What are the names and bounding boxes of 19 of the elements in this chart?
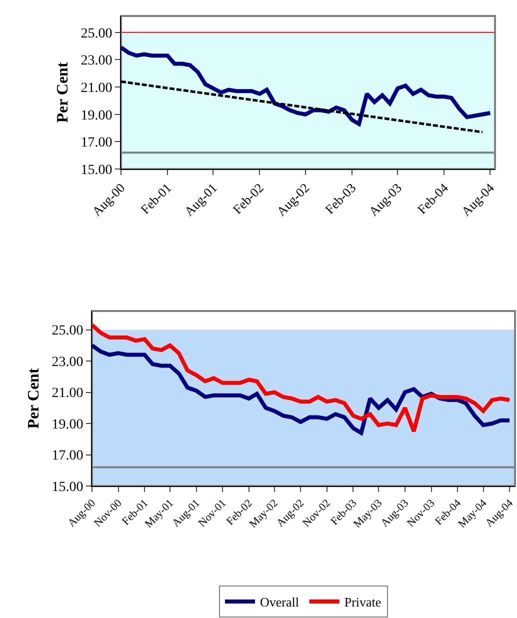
line-series — [121, 45, 492, 126]
y-tick-label: 15.00 — [80, 162, 112, 178]
line-series — [92, 323, 512, 434]
y-tick-label: 25.00 — [80, 26, 112, 42]
y-tick-label: 21.00 — [80, 80, 112, 96]
y-tick-label: 17.00 — [52, 448, 84, 464]
y-tick-label: 19.00 — [52, 417, 84, 432]
y-tick-label: 23.00 — [52, 354, 84, 370]
y-tick-label: 17.00 — [80, 136, 112, 151]
line-series — [92, 343, 512, 435]
y-tick-label: 15.00 — [52, 480, 84, 495]
legend-label: Overall — [260, 594, 300, 610]
y-tick-label: 25.00 — [52, 324, 84, 339]
y-tick-label: 19.00 — [80, 108, 112, 124]
y-tick-label: 23.00 — [80, 54, 112, 69]
y-axis-title: Per Cent — [26, 368, 43, 429]
y-tick-label: 21.00 — [52, 386, 84, 402]
y-axis-title: Per Cent — [54, 62, 72, 123]
legend-label: Private — [344, 594, 382, 610]
